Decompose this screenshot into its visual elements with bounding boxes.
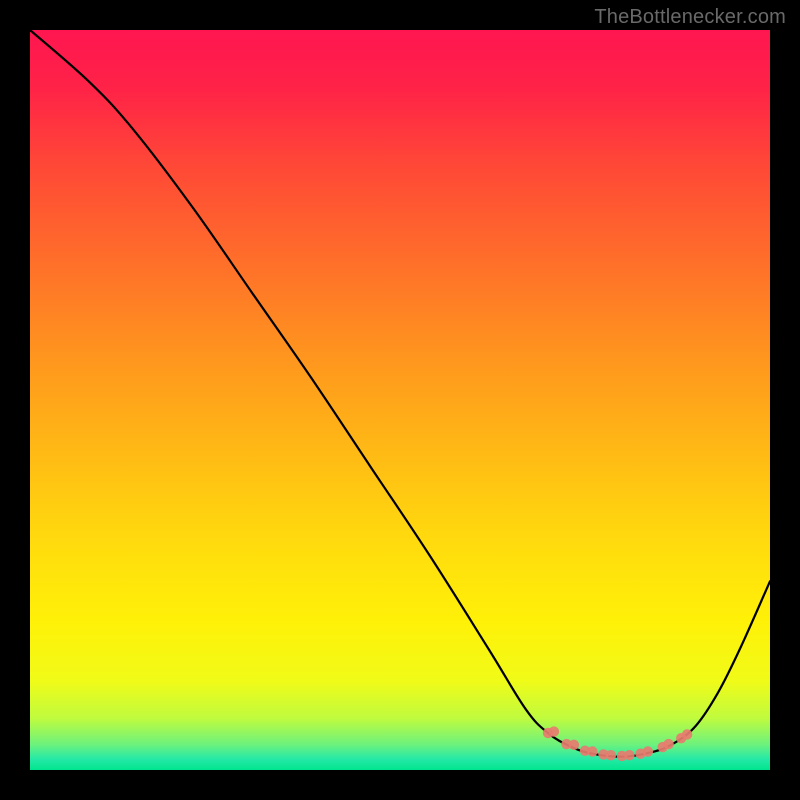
- marker-dot: [643, 746, 653, 756]
- marker-dot: [682, 729, 692, 739]
- bottleneck-chart: [0, 0, 800, 800]
- plot-area: [30, 30, 770, 770]
- marker-dot: [606, 750, 616, 760]
- marker-dot: [624, 750, 634, 760]
- marker-dot: [663, 739, 673, 749]
- chart-stage: TheBottlenecker.com: [0, 0, 800, 800]
- marker-dot: [587, 746, 597, 756]
- marker-dot: [569, 740, 579, 750]
- marker-dot: [549, 726, 559, 736]
- watermark-text: TheBottlenecker.com: [594, 6, 786, 29]
